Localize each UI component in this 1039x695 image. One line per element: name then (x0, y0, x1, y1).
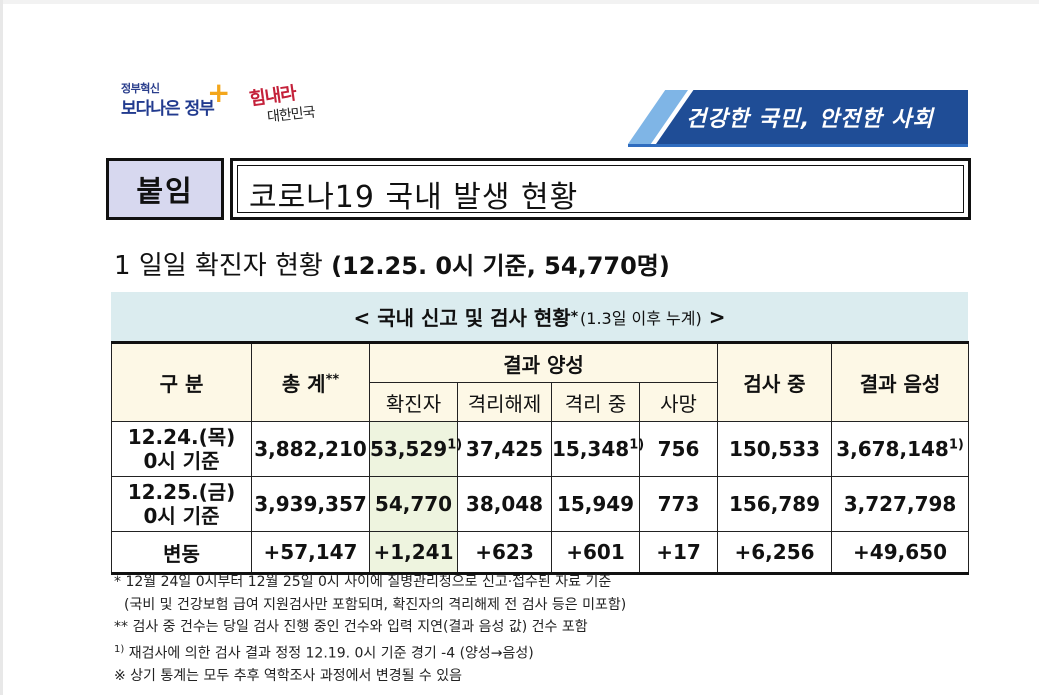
cell-deaths: 773 (638, 476, 719, 532)
section-heading-text: 일일 확진자 현황 (138, 251, 323, 281)
cell-deaths: 756 (638, 421, 719, 477)
cell-released: 38,048 (457, 476, 552, 532)
section-heading-detail: (12.25. 0시 기준, 54,770명) (331, 252, 670, 280)
row-label-time: 0시 기준 (143, 504, 220, 528)
page-top-edge (0, 0, 1039, 4)
plus-icon: + (207, 76, 231, 109)
header-total: 총 계** (251, 342, 370, 422)
row-label: 12.25.(금) 0시 기준 (111, 476, 252, 532)
cheer-up-korea-logo: 힘내라 대한민국 (248, 82, 349, 134)
change-confirmed: +1,241 (369, 531, 458, 574)
section-number: 1 (114, 251, 131, 281)
cell-total: 3,882,210 (251, 421, 370, 477)
change-total: +57,147 (251, 531, 370, 574)
cell-negative-mark: 1) (948, 437, 964, 453)
table-row: 12.25.(금) 0시 기준 3,939,357 54,770 38,048 1… (111, 476, 970, 532)
change-released: +623 (457, 531, 552, 574)
footnote-4: ※ 상기 통계는 모두 추후 역학조사 과정에서 변경될 수 있음 (114, 667, 463, 684)
footnote-1: * 12월 24일 0시부터 12월 25일 0시 사이에 질병관리청으로 신고… (114, 574, 612, 590)
government-innovation-logo: 정부혁신 보다나은 정부 + (121, 76, 231, 132)
cell-negative-value: 3,678,148 (836, 437, 949, 461)
cell-negative: 3,678,1481) (831, 421, 970, 477)
header-testing: 검사 중 (717, 342, 833, 422)
banner-text: 건강한 국민, 안전한 사회 (686, 107, 934, 132)
row-label-date: 12.25.(금) (127, 480, 236, 504)
caption-end: > (708, 304, 726, 329)
change-deaths: +17 (638, 531, 719, 574)
banner-underline (628, 144, 968, 147)
cell-isolated-mark: 1) (629, 437, 645, 453)
banner-body (656, 90, 968, 144)
cell-testing: 150,533 (717, 421, 833, 477)
caption-star: * (570, 308, 579, 325)
cell-confirmed-mark: 1) (447, 437, 463, 453)
cell-isolated: 15,3481) (551, 421, 644, 477)
cell-negative: 3,727,798 (831, 476, 970, 532)
cell-testing: 156,789 (717, 476, 833, 532)
footnote-3-text: 재검사에 의한 검사 결과 정정 12.19. 0시 기준 경기 -4 (양성→… (128, 645, 534, 662)
row-label: 12.24.(목) 0시 기준 (111, 421, 252, 477)
case-status-table: 구 분 총 계** 결과 양성 검사 중 결과 음성 확진자 격리해제 격리 중… (111, 341, 970, 575)
header-positive-group: 결과 양성 (368, 342, 719, 383)
change-testing: +6,256 (717, 531, 833, 574)
header-isolated: 격리 중 (551, 382, 640, 422)
footnote-3: 1) 재검사에 의한 검사 결과 정정 12.19. 0시 기준 경기 -4 (… (114, 639, 626, 665)
caption-main: < 국내 신고 및 검사 현황 (353, 306, 571, 330)
attachment-tag-text: 붙임 (136, 174, 194, 208)
cell-total: 3,939,357 (251, 476, 370, 532)
footnote-3-mark: 1) (114, 643, 125, 655)
logo2-bottom-text: 대한민국 (266, 104, 316, 126)
change-label: 변동 (111, 531, 252, 574)
header-total-text: 총 계 (281, 372, 326, 396)
header-category: 구 분 (111, 342, 252, 422)
header-deaths: 사망 (638, 382, 719, 422)
document-title: 코로나19 국내 발생 현황 (249, 180, 579, 215)
header-released: 격리해제 (457, 382, 552, 422)
cell-isolated-value: 15,348 (552, 437, 630, 461)
cell-isolated: 15,949 (551, 476, 640, 532)
header-negative: 결과 음성 (831, 342, 970, 422)
footnotes: * 12월 24일 0시부터 12월 25일 0시 사이에 질병관리청으로 신고… (114, 571, 626, 687)
caption-note: (1.3일 이후 누계) (580, 308, 702, 328)
table-row: 12.24.(목) 0시 기준 3,882,210 53,5291) 37,425… (111, 421, 970, 477)
document-title-box: 코로나19 국내 발생 현황 (230, 158, 971, 220)
row-label-date: 12.24.(목) (127, 425, 236, 449)
change-isolated: +601 (551, 531, 640, 574)
cell-released: 37,425 (457, 421, 552, 477)
header-confirmed: 확진자 (369, 382, 458, 422)
section-heading: 1 일일 확진자 현황 (12.25. 0시 기준, 54,770명) (114, 245, 670, 282)
table-caption: < 국내 신고 및 검사 현황 * (1.3일 이후 누계) > (111, 292, 968, 341)
header-total-mark: ** (325, 372, 340, 388)
page-left-edge (0, 0, 3, 695)
footnote-1-detail: (국비 및 건강보험 급여 지원검사만 포함되며, 확진자의 격리해제 전 검사… (124, 596, 627, 613)
cell-confirmed: 53,5291) (369, 421, 462, 477)
cell-confirmed: 54,770 (369, 476, 458, 532)
attachment-tag: 붙임 (106, 158, 224, 220)
footnote-2: ** 검사 중 건수는 당일 검사 진행 중인 건수와 입력 지연(결과 음성 … (114, 619, 588, 635)
logo1-small-text: 정부혁신 (121, 82, 160, 95)
row-label-time: 0시 기준 (143, 449, 220, 473)
table-row-change: 변동 +57,147 +1,241 +623 +601 +17 +6,256 +… (111, 531, 970, 574)
cell-confirmed-value: 53,529 (370, 437, 448, 461)
logo1-big-text: 보다나은 정부 (121, 99, 215, 119)
change-negative: +49,650 (831, 531, 970, 574)
slogan-banner: 건강한 국민, 안전한 사회 (628, 90, 968, 144)
